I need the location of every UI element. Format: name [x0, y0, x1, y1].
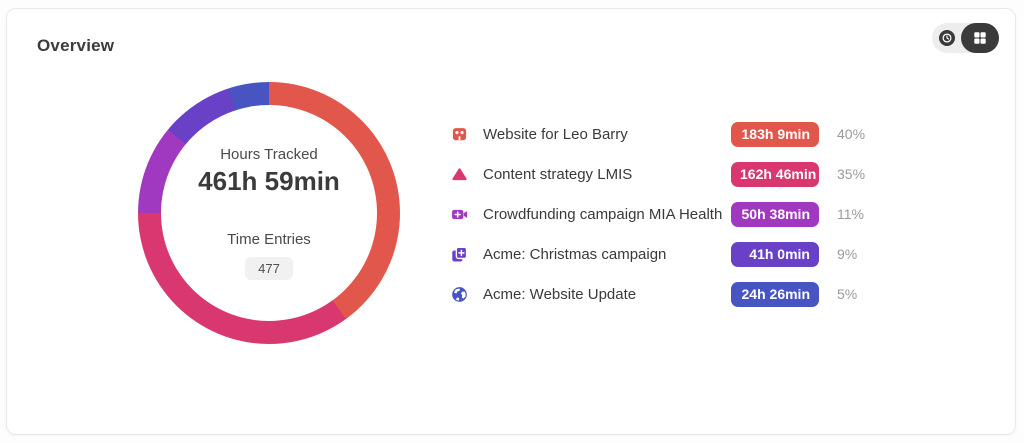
duration-badge: 183h 9min	[731, 121, 819, 147]
triangle-icon	[451, 166, 468, 183]
globe-icon	[451, 286, 468, 303]
project-name: Content strategy LMIS	[483, 165, 633, 183]
view-toggle	[932, 23, 999, 53]
legend-row-crowdfunding-mia-health[interactable]: Crowdfunding campaign MIA Health 50h 38m…	[451, 201, 879, 227]
legend-row-content-strategy-lmis[interactable]: Content strategy LMIS 162h 46min 35%	[451, 161, 879, 187]
time-entries-count-badge: 477	[245, 257, 293, 280]
hours-tracked-value: 461h 59min	[198, 166, 340, 196]
time-entries-label: Time Entries	[227, 231, 311, 248]
project-legend: Website for Leo Barry 183h 9min 40% Cont…	[451, 121, 879, 321]
project-percent: 40%	[837, 126, 866, 142]
project-percent: 35%	[837, 166, 866, 182]
project-name: Acme: Website Update	[483, 285, 637, 303]
grid-view-toggle-button[interactable]	[961, 23, 999, 53]
project-name: Acme: Christmas campaign	[483, 245, 667, 263]
overview-card: Overview	[6, 8, 1016, 435]
page-title: Overview	[37, 36, 115, 55]
video-camera-icon	[451, 206, 468, 223]
time-view-toggle-button[interactable]	[932, 23, 961, 53]
robot-icon	[451, 126, 468, 143]
project-percent: 11%	[837, 206, 864, 222]
project-percent: 5%	[837, 286, 858, 302]
project-percent: 9%	[837, 246, 858, 262]
project-name: Crowdfunding campaign MIA Health	[483, 205, 723, 223]
legend-row-acme-website-update[interactable]: Acme: Website Update 24h 26min 5%	[451, 281, 879, 307]
duration-badge: 41h 0min	[731, 241, 819, 267]
duration-badge: 50h 38min	[731, 201, 819, 227]
project-name: Website for Leo Barry	[483, 125, 628, 143]
copy-plus-icon	[451, 246, 468, 263]
legend-row-website-leo-barry[interactable]: Website for Leo Barry 183h 9min 40%	[451, 121, 879, 147]
clock-icon	[938, 30, 955, 46]
hours-tracked-label: Hours Tracked	[220, 146, 318, 163]
donut-center: Hours Tracked 461h 59min Time Entries 47…	[161, 105, 377, 321]
grid-icon	[972, 30, 988, 46]
duration-badge: 24h 26min	[731, 281, 819, 307]
donut-chart[interactable]: Hours Tracked 461h 59min Time Entries 47…	[138, 82, 400, 344]
legend-row-acme-christmas-campaign[interactable]: Acme: Christmas campaign 41h 0min 9%	[451, 241, 879, 267]
duration-badge: 162h 46min	[731, 161, 819, 187]
